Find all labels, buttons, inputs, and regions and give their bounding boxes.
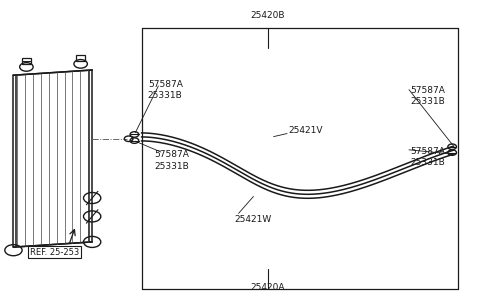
Text: REF. 25-253: REF. 25-253 <box>30 248 79 257</box>
Text: 57587A
25331B: 57587A 25331B <box>148 80 183 100</box>
Text: 25421V: 25421V <box>288 126 323 135</box>
Bar <box>76 55 85 61</box>
Text: 25420B: 25420B <box>251 11 285 20</box>
Text: 25421W: 25421W <box>234 215 272 224</box>
Bar <box>22 58 31 64</box>
Text: 57587A
25331B: 57587A 25331B <box>410 86 445 106</box>
Text: 57587A
25331B: 57587A 25331B <box>155 150 190 170</box>
Text: 25420A: 25420A <box>251 283 285 292</box>
Text: 57587A
25331B: 57587A 25331B <box>410 147 445 167</box>
